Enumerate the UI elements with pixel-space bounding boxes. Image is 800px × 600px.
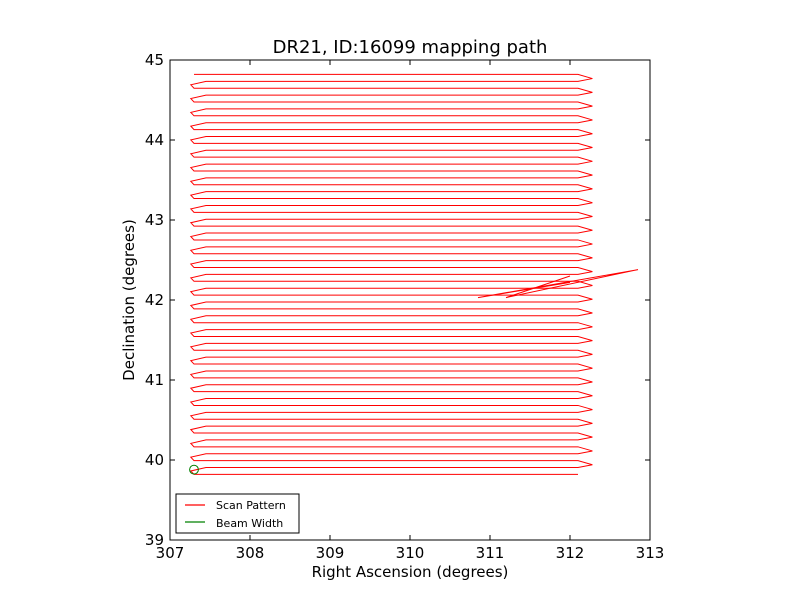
x-tick-label: 309 <box>316 544 345 562</box>
x-tick-label: 307 <box>156 544 185 562</box>
legend-label-beam-width: Beam Width <box>216 517 283 530</box>
x-tick-label: 313 <box>636 544 665 562</box>
scan-pattern-line <box>189 73 593 475</box>
x-tick-label: 308 <box>236 544 265 562</box>
x-tick-label: 312 <box>556 544 585 562</box>
y-tick-label: 40 <box>145 451 164 469</box>
ticks-group: 307 308 309 310 311 312 313 39 40 41 42 43 44 45 <box>145 51 664 562</box>
x-axis-label: Right Ascension (degrees) <box>312 563 509 581</box>
y-tick-label: 41 <box>145 371 164 389</box>
chart-title: DR21, ID:16099 mapping path <box>273 37 548 58</box>
y-tick-label: 43 <box>145 211 164 229</box>
legend-box <box>175 493 300 534</box>
x-tick-label: 310 <box>396 544 425 562</box>
legend-label-scan-pattern: Scan Pattern <box>216 499 286 512</box>
plot-layer <box>189 73 639 475</box>
beam-width-circle <box>189 464 199 475</box>
y-tick-label: 44 <box>145 131 164 149</box>
y-tick-label: 45 <box>145 51 164 69</box>
y-tick-label: 42 <box>145 291 164 309</box>
y-axis-label: Declination (degrees) <box>120 219 138 381</box>
x-tick-label: 311 <box>476 544 505 562</box>
scan-pattern-excursion <box>477 269 639 299</box>
legend: Scan Pattern Beam Width <box>175 493 300 534</box>
y-tick-label: 39 <box>145 531 164 549</box>
